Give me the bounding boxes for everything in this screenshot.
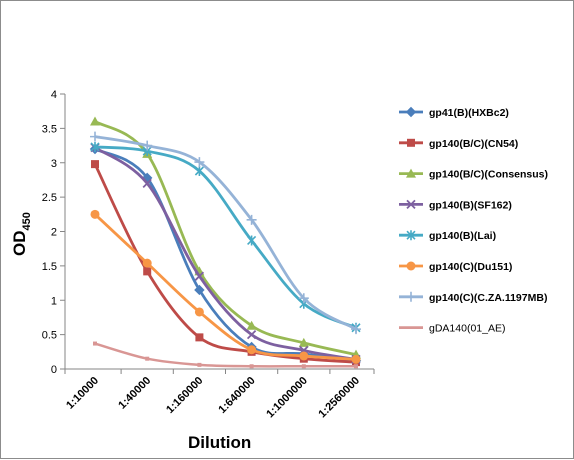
x-tick-label: 1:10000 [64,375,101,412]
legend-label: gp140(B/C)(CN54) [429,138,518,150]
legend-marker [406,261,416,271]
legend-label: gp140(C)(Du151) [429,261,512,273]
data-point [142,140,153,151]
legend-label: gp140(B)(SF162) [429,199,512,211]
data-point [299,351,309,361]
data-point [351,324,361,335]
plot-area: 0 0.5 1 1.5 2 2.5 3 3.5 4 1:10000 1:40000 1:160000 1… [42,89,375,421]
data-point [246,320,257,330]
data-point [247,345,257,355]
series-5 [90,209,361,364]
x-tick-label: 1:40000 [116,375,153,412]
legend-label: gp140(B/C)(Consensus) [429,169,548,181]
series-line [94,146,357,361]
legend-marker [406,199,416,210]
data-point [194,307,204,317]
data-point [298,337,309,347]
legend-entry: gp140(B/C)(Consensus) [399,168,548,181]
legend-entry: gp140(C)(C.ZA.1197MB) [399,292,547,304]
legend-marker [406,291,416,302]
data-point [194,166,204,176]
x-axis-title: Dilution [188,433,251,452]
data-point [194,284,205,296]
data-point [194,157,205,168]
data-point [90,141,100,152]
legend-entry: gp41(B)(HXBc2) [399,106,509,119]
data-point [194,271,205,281]
legend-label: gp140(B)(Lai) [429,230,496,242]
data-point [298,293,309,304]
legend-entry: gp140(B)(Lai) [399,230,496,242]
data-point [142,258,152,268]
series-3 [90,142,361,365]
y-tick-label: 2.5 [42,192,57,204]
legend-entry: gDA140(01_AE) [399,323,505,335]
series-line [94,342,356,368]
data-point [246,214,257,225]
series-line [94,120,357,356]
legend-marker [407,138,415,147]
x-tick-label: 1:160000 [164,375,205,416]
data-point [249,364,254,369]
y-tick-label: 1 [51,295,57,307]
data-point [142,178,152,189]
legend: gp41(B)(HXBc2) gp140(B/C)(CN54) gp140(B/C)… [399,106,548,335]
y-tick-label: 3.5 [42,123,57,135]
data-point [93,341,97,346]
y-tick-label: 3 [51,158,57,170]
legend-label: gp140(C)(C.ZA.1197MB) [429,292,547,304]
data-point [246,329,257,340]
legend-marker [406,230,416,241]
legend-marker [406,168,416,178]
legend-entry: gp140(B/C)(CN54) [399,138,518,150]
x-tick-label: 1:2560000 [316,375,362,421]
data-point [354,364,358,369]
y-tick-label: 1.5 [42,261,57,273]
y-tick-label: 2 [51,227,57,239]
legend-entry: gp140(B)(SF162) [399,199,512,211]
data-point [90,131,100,142]
y-axis-title: OD450 [10,212,33,256]
data-point [301,364,306,369]
series-line [94,147,357,363]
data-point [351,354,361,364]
data-point [143,267,152,276]
y-tick-label: 0.5 [42,330,57,342]
y-axis-title-main: OD [10,231,29,257]
y-tick-label: 0 [51,364,57,376]
data-point [247,235,257,246]
series-7 [93,341,358,369]
series-6 [90,131,361,335]
x-tick-label: 1:640000 [216,375,257,416]
data-point [195,333,204,342]
y-axis-title-subscript: 450 [21,212,33,230]
legend-marker [405,106,417,118]
data-point [91,160,99,169]
series-line [94,145,357,330]
series-line [94,213,357,361]
legend-entry: gp140(C)(Du151) [399,261,512,273]
legend-label: gp41(B)(HXBc2) [429,107,509,119]
data-point [90,116,100,126]
data-point [90,209,100,219]
x-tick-label: 1:1000000 [264,375,310,421]
legend-label: gDA140(01_AE) [429,323,505,335]
data-point [145,356,150,361]
data-point [197,362,202,367]
y-tick-label: 4 [51,89,57,101]
